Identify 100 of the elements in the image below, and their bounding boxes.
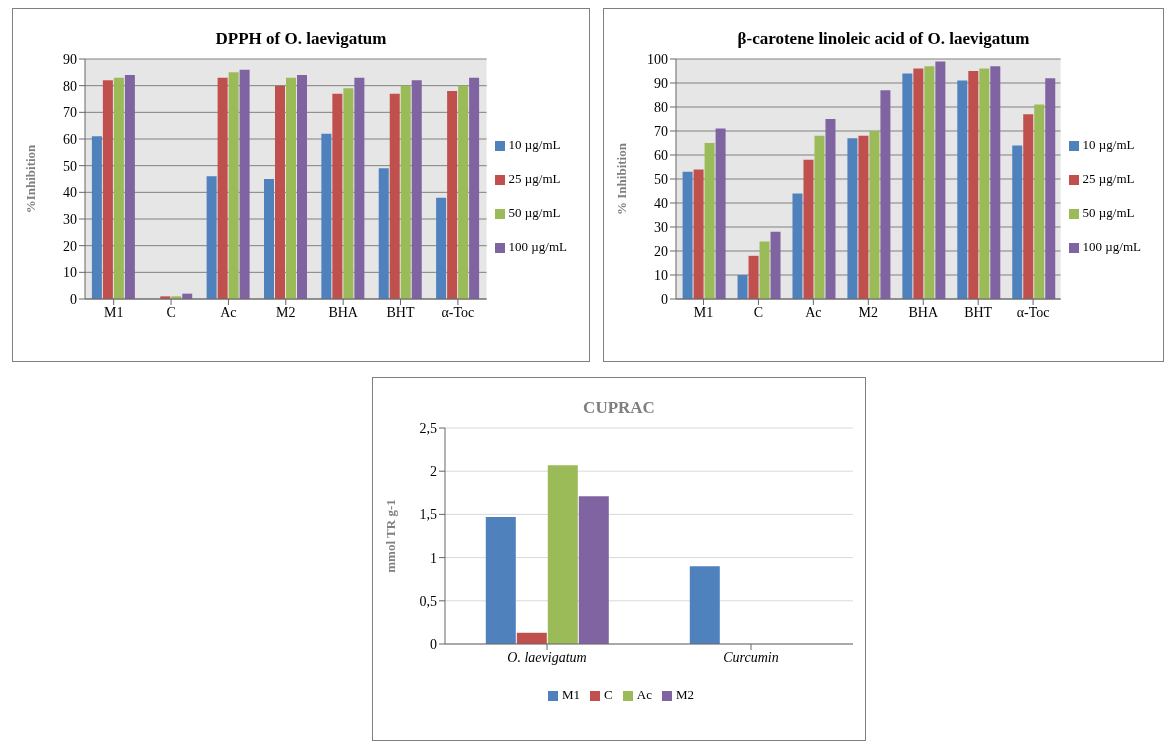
bar (858, 135, 869, 299)
x-tick-label: C (753, 304, 764, 320)
bar (979, 68, 990, 299)
x-tick-label: α-Toc (441, 304, 475, 320)
x-tick-label: Ac (220, 304, 237, 320)
bar (825, 119, 836, 299)
y-tick-label: 0 (70, 291, 77, 307)
y-tick-label: 60 (654, 147, 668, 163)
x-tick-label: BHA (908, 304, 939, 320)
y-tick-label: 50 (63, 158, 77, 174)
y-tick-label: 0 (430, 636, 437, 652)
bar (102, 80, 113, 299)
y-axis-title: %Inhibition (22, 143, 38, 214)
y-tick-label: 10 (63, 265, 77, 281)
bar (770, 231, 781, 299)
legend-label: Ac (636, 687, 652, 702)
bar (124, 75, 135, 299)
chart-title: DPPH of O. laevigatum (214, 29, 388, 49)
bar (206, 176, 217, 299)
y-axis-title: mmol TR g-1 (382, 499, 398, 573)
bar (458, 85, 469, 299)
bar (704, 143, 715, 299)
x-tick-label: O. laevigatum (507, 649, 587, 665)
bar (239, 69, 250, 299)
chart-title: β-carotene linoleic acid of O. laevigatum (736, 29, 1031, 49)
y-tick-label: 1,5 (419, 507, 437, 523)
y-tick-label: 30 (63, 211, 77, 227)
bar (737, 275, 748, 299)
bar (935, 61, 946, 299)
bar (469, 77, 480, 299)
bar (436, 197, 447, 299)
x-tick-label: M1 (103, 304, 124, 320)
bar (485, 516, 516, 644)
bar (1023, 114, 1034, 299)
y-tick-label: 2,5 (419, 420, 437, 436)
x-tick-label: Ac (805, 304, 822, 320)
bar (217, 77, 228, 299)
bar (880, 90, 891, 299)
legend-label: 25 µg/mL (508, 171, 561, 186)
y-tick-label: 50 (654, 171, 668, 187)
bar (1045, 78, 1056, 299)
bar (389, 93, 400, 299)
bar (803, 159, 814, 299)
bar (869, 131, 880, 299)
y-tick-label: 80 (654, 99, 668, 115)
bar (748, 255, 759, 299)
bar (715, 128, 726, 299)
bar (378, 168, 389, 299)
legend-label: 50 µg/mL (508, 205, 561, 220)
bar (447, 91, 458, 299)
x-tick-label: BHT (964, 304, 993, 320)
y-tick-label: 20 (654, 243, 668, 259)
x-tick-label: M2 (276, 304, 296, 320)
y-tick-label: 80 (63, 78, 77, 94)
y-tick-label: 30 (654, 219, 668, 235)
legend-label: 10 µg/mL (508, 137, 561, 152)
y-tick-label: 70 (654, 123, 668, 139)
bar (682, 171, 693, 299)
bar (990, 66, 1001, 299)
y-tick-label: 90 (654, 75, 668, 91)
bar (902, 73, 913, 299)
legend-label: M2 (675, 687, 694, 702)
y-tick-label: 10 (654, 267, 668, 283)
bar (693, 169, 704, 299)
y-tick-label: 90 (63, 51, 77, 67)
y-tick-label: 40 (63, 185, 77, 201)
legend-label: 100 µg/mL (508, 239, 567, 254)
bar (924, 66, 935, 299)
bar (1034, 104, 1045, 299)
bar (354, 77, 365, 299)
y-tick-label: 70 (63, 105, 77, 121)
bar (321, 133, 332, 299)
x-tick-label: M1 (693, 304, 714, 320)
x-tick-label: BHA (328, 304, 359, 320)
bar (1012, 145, 1023, 299)
x-tick-label: Curcumin (723, 649, 779, 665)
bar (547, 465, 578, 644)
x-tick-label: BHT (386, 304, 415, 320)
x-tick-label: C (166, 304, 176, 320)
legend-label: 10 µg/mL (1082, 137, 1135, 152)
y-tick-label: 20 (63, 238, 77, 254)
bar (689, 566, 720, 644)
legend-label: 100 µg/mL (1082, 239, 1141, 254)
bar (113, 77, 124, 299)
legend-label: M1 (562, 687, 581, 702)
bar (847, 138, 858, 299)
bar (91, 136, 102, 299)
bar (578, 496, 609, 644)
y-tick-label: 100 (647, 51, 668, 67)
bar (411, 80, 422, 299)
bar (968, 71, 979, 299)
bar (913, 68, 924, 299)
y-axis-title: % Inhibition (613, 142, 629, 215)
y-tick-label: 1 (430, 550, 437, 566)
bar (957, 80, 968, 299)
y-tick-label: 0,5 (419, 593, 437, 609)
bar (814, 135, 825, 299)
bar (275, 85, 285, 299)
bar (332, 93, 343, 299)
bar (297, 75, 307, 299)
